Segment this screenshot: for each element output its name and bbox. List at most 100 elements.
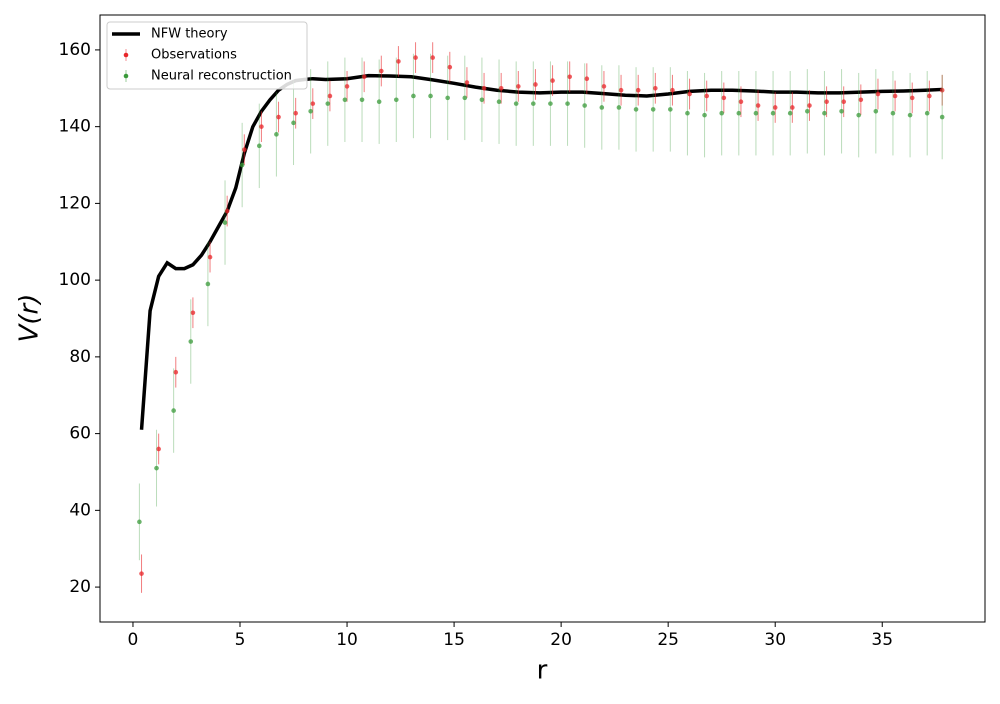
nfw-line — [139, 73, 943, 430]
data-point — [858, 97, 864, 103]
legend-box — [106, 21, 308, 90]
data-point — [156, 446, 161, 452]
data-point — [276, 114, 281, 120]
data-point — [719, 110, 724, 116]
data-point — [927, 93, 932, 99]
data-point — [822, 110, 827, 116]
data-point — [565, 101, 570, 106]
data-point — [224, 208, 230, 214]
legend-label: Observations — [151, 48, 237, 63]
data-point — [601, 84, 607, 89]
data-point — [274, 132, 279, 137]
data-point — [841, 99, 847, 105]
data-point — [479, 97, 485, 103]
data-point — [702, 112, 707, 118]
x-tick-label: 20 — [550, 630, 572, 650]
data-point — [533, 82, 538, 87]
data-point — [310, 101, 316, 106]
data-point — [291, 120, 296, 126]
data-point — [939, 87, 945, 93]
legend-swatch — [123, 52, 129, 58]
data-point — [411, 93, 416, 99]
data-point — [462, 95, 468, 101]
x-tick-label: 5 — [235, 630, 246, 650]
y-tick-label: 140 — [59, 117, 91, 137]
data-point — [548, 101, 553, 106]
data-point — [413, 55, 418, 60]
data-point — [753, 110, 759, 116]
plot-area — [137, 42, 945, 593]
data-point — [770, 110, 776, 116]
data-point — [907, 112, 913, 118]
x-tick-label: 25 — [657, 630, 679, 650]
data-point — [704, 93, 709, 99]
data-point — [755, 103, 761, 108]
y-tick-label: 160 — [59, 40, 91, 60]
data-point — [259, 124, 264, 129]
data-point — [516, 84, 521, 89]
data-point — [154, 465, 159, 471]
data-point — [361, 74, 367, 80]
data-point — [445, 95, 450, 101]
data-point — [616, 105, 622, 110]
data-point — [873, 109, 879, 114]
data-point — [239, 162, 245, 168]
data-point — [584, 76, 590, 81]
y-tick-label: 100 — [59, 270, 91, 290]
data-point — [171, 408, 176, 413]
data-point — [428, 93, 433, 99]
data-point — [790, 105, 795, 110]
y-tick-label: 40 — [69, 500, 91, 520]
legend-label: Neural reconstruction — [151, 69, 292, 84]
data-point — [430, 55, 435, 60]
x-tick-label: 35 — [871, 630, 893, 650]
data-point — [939, 114, 945, 120]
data-point — [359, 97, 365, 103]
data-point — [137, 519, 142, 525]
data-point — [670, 87, 675, 93]
data-point — [805, 109, 810, 114]
data-point — [839, 109, 844, 114]
data-point — [498, 85, 504, 91]
y-tick-label: 80 — [69, 347, 91, 367]
x-axis-label: r — [537, 656, 548, 686]
data-point — [530, 101, 536, 106]
data-point — [447, 64, 453, 70]
data-point — [550, 78, 555, 83]
data-point — [650, 107, 656, 112]
data-point — [687, 91, 692, 97]
data-point — [464, 80, 470, 85]
data-point — [222, 220, 228, 225]
data-point — [875, 91, 881, 97]
data-point — [207, 254, 213, 260]
data-point — [685, 110, 690, 116]
data-point — [205, 281, 211, 287]
y-tick-label: 20 — [69, 577, 91, 597]
data-point — [924, 110, 930, 116]
data-point — [772, 105, 778, 110]
data-point — [736, 110, 742, 116]
data-point — [241, 147, 247, 152]
data-point — [396, 59, 401, 64]
data-point — [188, 339, 194, 344]
x-tick-label: 15 — [443, 630, 465, 650]
data-point — [653, 85, 658, 91]
data-point — [824, 99, 829, 105]
data-point — [139, 571, 144, 576]
data-point — [513, 101, 519, 106]
data-point — [618, 87, 624, 93]
data-point — [856, 112, 861, 118]
data-point — [599, 105, 605, 110]
data-point — [892, 93, 898, 99]
legend-label: NFW theory — [151, 27, 228, 42]
data-point — [633, 107, 639, 112]
data-point — [787, 110, 793, 116]
plot-frame — [99, 14, 986, 623]
data-point — [342, 97, 348, 103]
data-point — [668, 107, 673, 112]
legend-swatch — [123, 73, 129, 79]
data-point — [344, 84, 350, 89]
data-point — [567, 74, 572, 80]
